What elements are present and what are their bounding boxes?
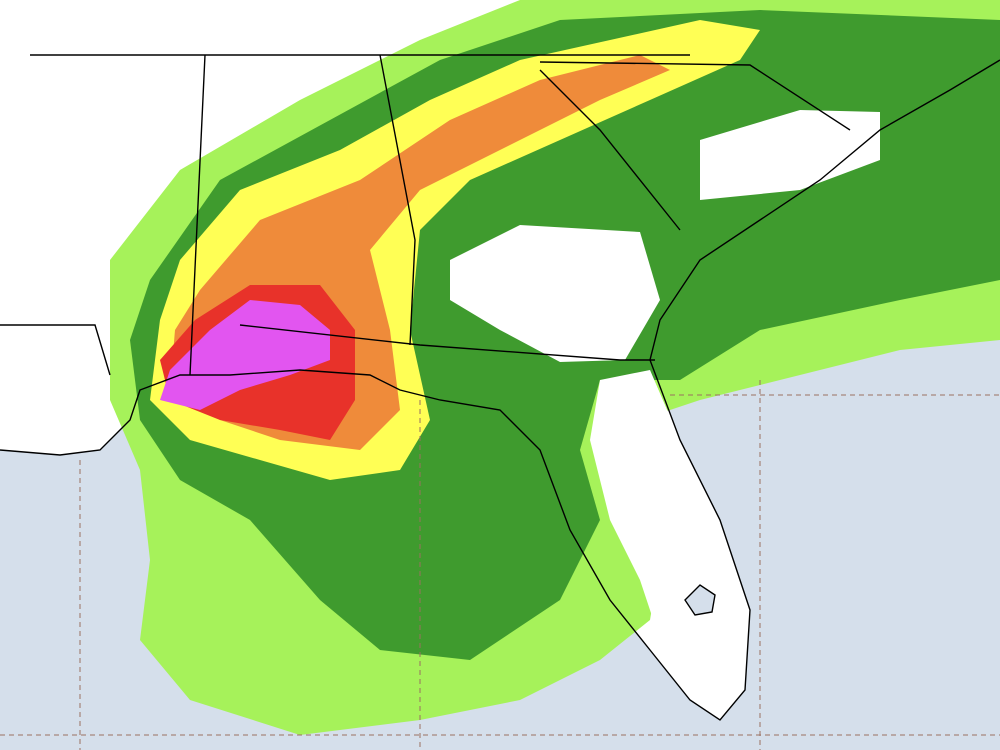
grid-lines — [0, 380, 1000, 750]
dry-area — [700, 110, 880, 200]
dry-area — [590, 370, 745, 715]
coastline — [0, 59, 1000, 721]
rain-maximum — [160, 300, 330, 410]
state-border — [239, 324, 655, 361]
state-border — [539, 61, 851, 131]
state-border — [0, 324, 111, 376]
borders — [0, 54, 1000, 721]
lake — [684, 584, 716, 616]
state-border — [379, 54, 416, 346]
dry-area — [450, 225, 660, 362]
rain-bands — [110, 0, 1000, 735]
state-border — [189, 54, 206, 376]
state-border — [539, 69, 681, 231]
